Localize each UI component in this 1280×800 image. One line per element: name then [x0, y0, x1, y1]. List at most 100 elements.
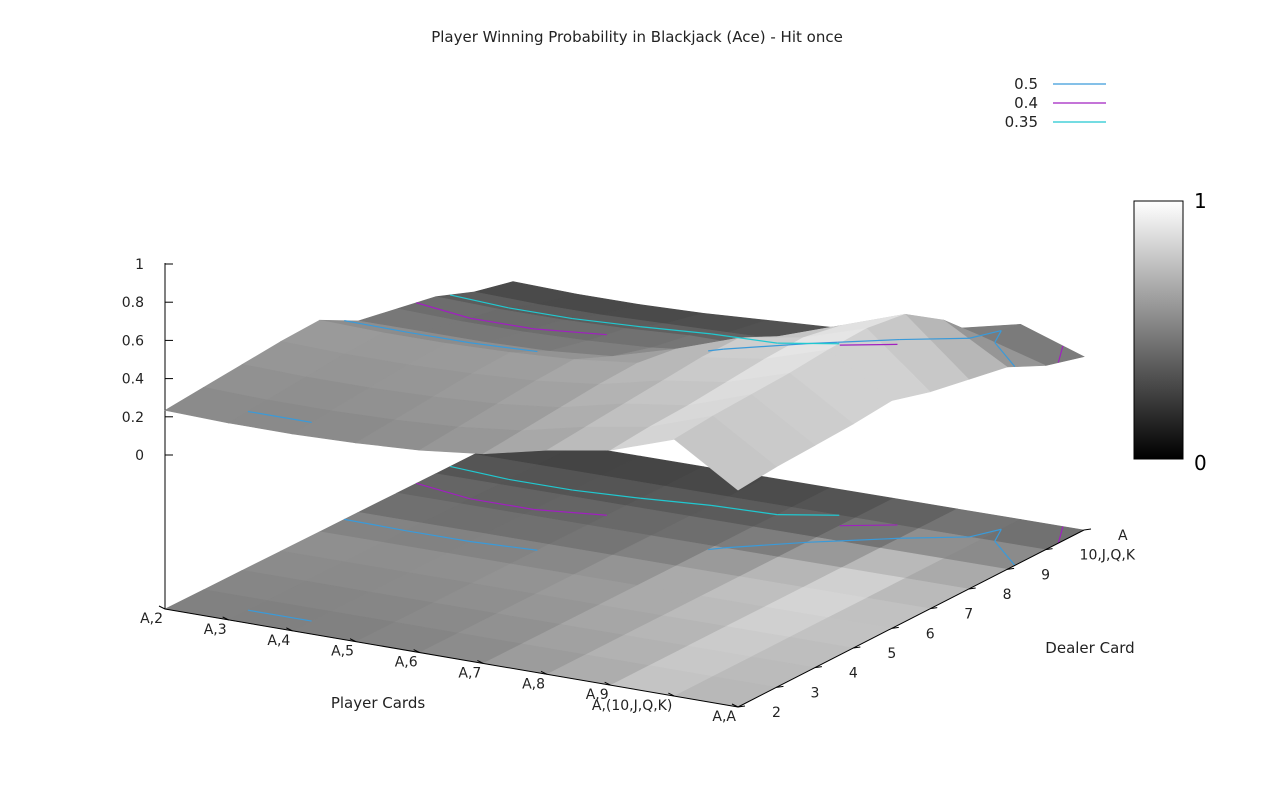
base-contour-line — [969, 528, 1002, 538]
axes-frame — [164, 263, 1085, 708]
x-tick-mark — [477, 659, 484, 664]
surface-contour-line — [416, 302, 471, 319]
base-contour-line — [806, 540, 838, 543]
surface-contour-line — [969, 329, 1002, 339]
x-tick-mark — [413, 649, 420, 654]
colorbar-box — [1133, 200, 1184, 460]
x-tick-mark — [604, 681, 611, 686]
z-tick-label: 1 — [135, 257, 144, 273]
x-tick-label: A,8 — [522, 676, 545, 692]
surface-contour-line — [572, 317, 641, 328]
surface-contour-line — [469, 342, 538, 353]
y-tick-label: 5 — [887, 646, 896, 662]
base-contour-line — [572, 489, 641, 499]
y-tick-mark — [891, 626, 899, 629]
y-axis-ticks: 2 3 4 5 6 7 8 9 10,J,Q,K A — [737, 528, 1136, 721]
colorbar-min-label: 0 — [1194, 451, 1207, 475]
z-tick-label: 0.4 — [122, 372, 144, 388]
y-tick-mark — [1045, 548, 1053, 551]
surface-contour-line — [994, 330, 1002, 343]
x-tick-label: A,2 — [140, 611, 163, 627]
y-tick-label: 9 — [1041, 567, 1050, 583]
z-tick-label: 0.8 — [122, 295, 144, 311]
colorbar-max-label: 1 — [1194, 189, 1207, 213]
x-tick-label: A,A — [712, 709, 736, 725]
y-tick-label: 2 — [772, 705, 781, 721]
x-tick-mark — [349, 638, 357, 643]
surface-contour-line — [777, 342, 840, 345]
y-axis-label: Dealer Card — [1045, 639, 1134, 657]
surface-contour-line — [839, 343, 898, 346]
z-axis-ticks: 0 0.2 0.4 0.6 0.8 1 — [122, 257, 173, 464]
x-axis-line — [164, 608, 739, 708]
y-tick-label: A — [1118, 528, 1128, 544]
x-tick-mark — [158, 605, 166, 610]
base-contour-line — [777, 514, 840, 516]
legend-label: 0.35 — [1005, 113, 1038, 131]
base-contour-line — [533, 508, 607, 516]
colorbar: 1 0 — [1133, 189, 1207, 475]
x-tick-label: A,(10,J,Q,K) — [592, 698, 672, 714]
legend: 0.50.40.35 — [1005, 75, 1106, 131]
x-axis-label: Player Cards — [331, 694, 426, 712]
y-axis-line — [737, 529, 1085, 708]
x-tick-label: A,6 — [395, 655, 418, 671]
base-contour-line — [723, 541, 808, 549]
x-tick-mark — [540, 670, 548, 675]
base-contour-line — [508, 478, 573, 491]
y-tick-mark — [930, 607, 938, 610]
surface-contour-line — [640, 326, 712, 335]
base-contour-line — [708, 547, 724, 551]
base-contour-line — [406, 530, 471, 543]
x-tick-mark — [222, 616, 229, 621]
z-tick-label: 0 — [135, 448, 144, 464]
y-tick-mark — [1007, 567, 1015, 570]
surface-contour-line — [470, 317, 534, 330]
y-tick-label: 6 — [926, 626, 935, 642]
surface-contour-line — [994, 342, 1016, 368]
y-tick-mark — [968, 587, 976, 590]
base-contour-line — [710, 504, 778, 516]
base-contour-line — [899, 536, 970, 539]
surface-contour-line — [899, 337, 970, 341]
base-contour-line — [1057, 526, 1064, 544]
x-tick-label: A,4 — [267, 633, 290, 649]
surface-contour-line — [710, 333, 778, 344]
base-contour-line — [450, 465, 509, 481]
y-tick-mark — [853, 646, 861, 649]
y-tick-mark — [737, 705, 746, 708]
surface-contour-line — [508, 307, 573, 320]
base-contour-line — [470, 498, 534, 511]
base-contour-line — [469, 540, 538, 551]
surface-contour-line — [344, 320, 407, 333]
surface-contour-line — [533, 328, 607, 336]
y-tick-label: 10,J,Q,K — [1080, 548, 1136, 564]
base-contour-line — [994, 540, 1016, 566]
y-tick-label: 8 — [1003, 587, 1012, 603]
legend-label: 0.4 — [1014, 94, 1038, 112]
base-contour-line — [247, 609, 312, 622]
y-tick-label: 4 — [849, 666, 858, 682]
surface-contour-line — [1057, 345, 1064, 363]
base-contour-line — [416, 482, 471, 500]
x-tick-mark — [286, 627, 293, 632]
chart-title: Player Winning Probability in Blackjack … — [431, 28, 843, 46]
base-contour-line — [640, 497, 712, 506]
base-contour-line — [344, 518, 407, 532]
y-tick-label: 3 — [810, 685, 819, 701]
x-tick-label: A,5 — [331, 644, 354, 660]
surface-contour-line — [247, 410, 312, 423]
surface-cell — [673, 415, 777, 491]
y-tick-label: 7 — [964, 607, 973, 623]
y-tick-mark — [1083, 528, 1092, 531]
base-contour-map — [164, 434, 1085, 708]
x-axis-ticks: A,2 A,3 A,4 A,5 A,6 A,7 A,8 A,9A,(10,J,Q,K) A,A — [140, 605, 739, 725]
x-tick-mark — [731, 703, 739, 708]
base-contour-line — [839, 524, 898, 527]
surface-contour-line — [837, 338, 900, 343]
base-contour-line — [994, 528, 1002, 542]
surface-contour-line — [723, 343, 808, 350]
surface-contour-line — [708, 348, 724, 352]
y-tick-mark — [776, 685, 784, 688]
surface-contour-line — [450, 294, 509, 309]
